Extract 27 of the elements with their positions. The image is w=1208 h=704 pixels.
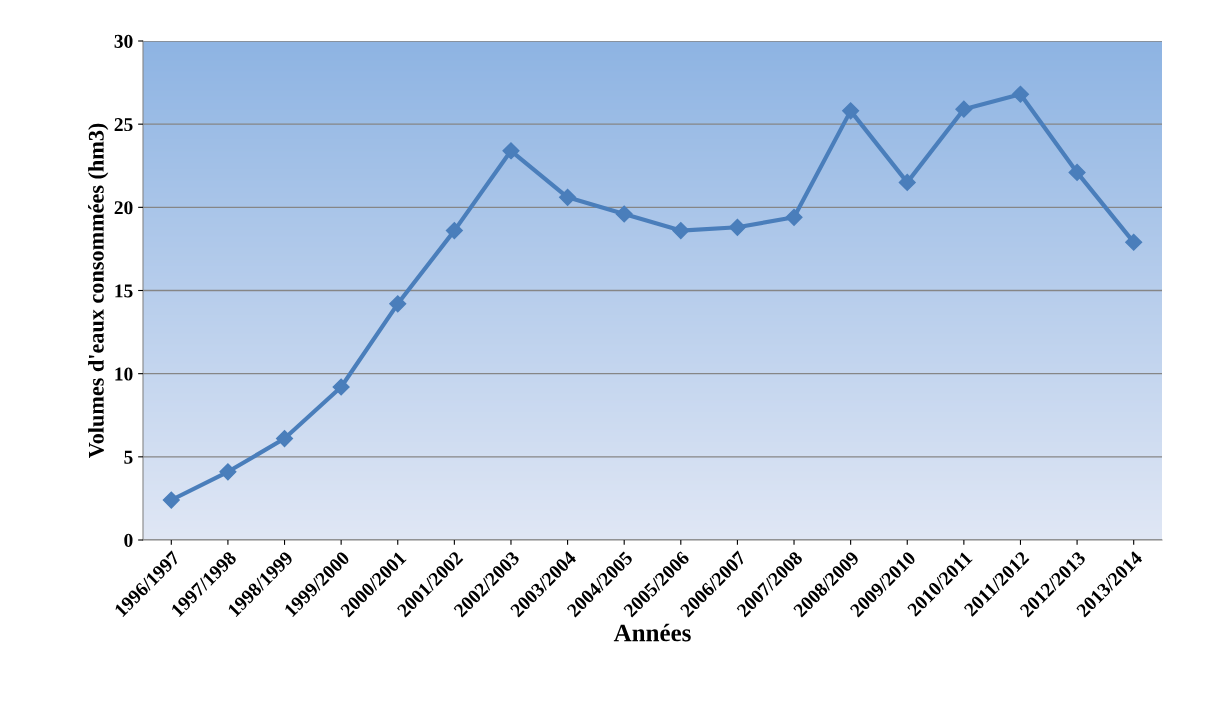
x-axis-title: Années — [613, 623, 691, 642]
point — [162, 491, 180, 509]
y-axis-title: Volumes d'eaux consommées (hm3) — [88, 123, 109, 459]
point — [1068, 163, 1086, 181]
y-tick-label: 15 — [115, 284, 133, 298]
point — [1125, 233, 1143, 251]
point — [445, 222, 463, 240]
point — [502, 142, 520, 160]
point — [1011, 85, 1030, 103]
point — [898, 173, 916, 191]
point — [559, 188, 577, 206]
point — [728, 218, 746, 236]
y-tick-label: 10 — [115, 367, 133, 381]
y-tick-label: 0 — [124, 533, 133, 547]
y-tick-label: 30 — [114, 34, 133, 48]
point — [615, 205, 633, 223]
point — [785, 208, 803, 226]
y-tick-label: 5 — [124, 450, 133, 464]
point — [842, 102, 860, 120]
point — [955, 100, 973, 118]
y-tick-label: 25 — [114, 118, 133, 132]
point — [389, 295, 407, 313]
point — [672, 222, 690, 240]
point — [219, 463, 237, 481]
point — [275, 429, 294, 448]
point — [332, 378, 350, 396]
y-tick-label: 20 — [114, 201, 133, 215]
